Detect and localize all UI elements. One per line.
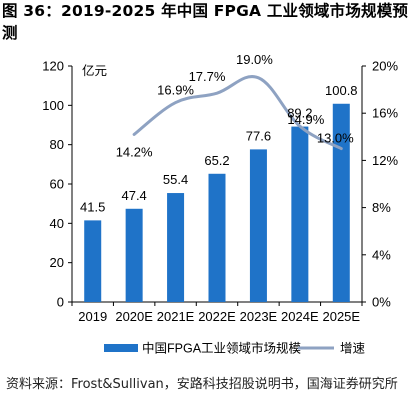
source-note: 资料来源：Frost&Sullivan，安路科技招股说明书，国海证券研究所	[6, 377, 398, 392]
bar-value-label: 89.2	[287, 106, 312, 121]
left-tick-label: 100	[42, 98, 64, 113]
growth-line	[132, 75, 343, 151]
bar-value-label: 55.4	[163, 172, 188, 187]
x-tick-label: 2024E	[281, 309, 319, 324]
legend: 中国FPGA工业领域市场规模 增速	[104, 341, 366, 356]
growth-value-label: 13.0%	[317, 131, 354, 146]
bar	[249, 149, 267, 302]
left-tick-label: 80	[50, 137, 64, 152]
bar-value-label: 65.2	[204, 153, 229, 168]
legend-line-label: 增速	[340, 341, 366, 356]
right-tick-label: 12%	[372, 153, 398, 168]
bar-value-label: 100.8	[325, 83, 358, 98]
bar-series	[84, 103, 350, 302]
growth-value-label: 19.0%	[236, 52, 273, 67]
x-tick-label: 2023E	[240, 309, 278, 324]
growth-value-label: 14.2%	[116, 144, 153, 159]
left-tick-label: 60	[50, 177, 64, 192]
data-labels: 41.547.455.465.277.689.2100.814.2%16.9%1…	[80, 52, 358, 215]
bar	[208, 173, 226, 302]
x-tick-label: 2019	[78, 309, 107, 324]
x-tick-label: 2025E	[322, 309, 360, 324]
line-series	[132, 75, 343, 151]
bar	[84, 220, 102, 302]
growth-value-label: 14.9%	[287, 112, 324, 127]
legend-bar-label: 中国FPGA工业领域市场规模	[142, 341, 302, 356]
x-tick-label: 2021E	[157, 309, 195, 324]
right-tick-label: 4%	[372, 247, 391, 262]
left-tick-label: 20	[50, 255, 64, 270]
x-tick-label: 2022E	[198, 309, 236, 324]
right-tick-label: 8%	[372, 200, 391, 215]
bar	[167, 193, 185, 302]
x-tick-label: 2020E	[115, 309, 153, 324]
right-tick-label: 0%	[372, 295, 391, 310]
growth-value-label: 16.9%	[157, 83, 194, 98]
left-tick-label: 120	[42, 59, 64, 74]
right-tick-label: 16%	[372, 106, 398, 121]
bar	[332, 103, 350, 302]
left-axis-unit: 亿元	[82, 63, 107, 78]
growth-value-label: 17.7%	[189, 69, 226, 84]
bar	[291, 126, 309, 302]
bar	[125, 208, 143, 302]
right-tick-label: 20%	[372, 59, 398, 74]
bar-value-label: 41.5	[80, 199, 105, 214]
bar-value-label: 47.4	[121, 188, 146, 203]
figure-title: 图 36：2019-2025 年中国 FPGA 工业领域市场规模预测	[2, 2, 409, 42]
left-tick-label: 40	[50, 216, 64, 231]
chart-axes: 0 20 40 60 80 100 120 0% 4% 8% 12% 16% 20% 亿元 2019 2020…	[42, 59, 398, 325]
bar-value-label: 77.6	[246, 128, 271, 143]
chart: 0 20 40 60 80 100 120 0% 4% 8% 12% 16% 20% 亿元 2019 2020…	[42, 52, 398, 356]
left-tick-label: 0	[57, 295, 64, 310]
legend-bar-swatch	[104, 344, 138, 352]
